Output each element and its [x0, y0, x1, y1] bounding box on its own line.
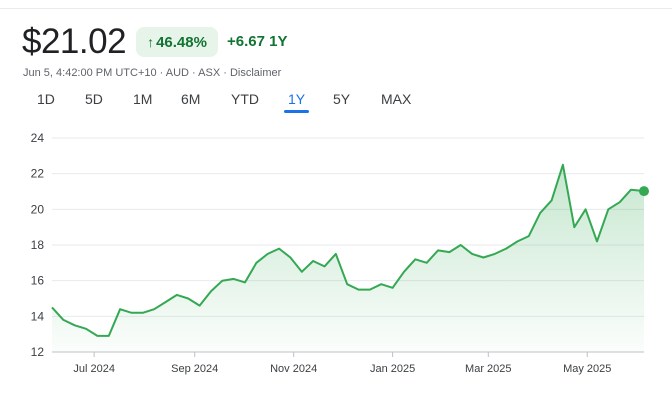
- x-tick-label: Mar 2025: [465, 363, 511, 375]
- change-period: 1Y: [269, 33, 288, 50]
- top-divider: [0, 8, 672, 9]
- y-tick-label: 16: [31, 274, 45, 288]
- price-area-fill: [52, 164, 644, 352]
- range-tab-1d[interactable]: 1D: [37, 91, 55, 107]
- y-tick-label: 24: [31, 131, 45, 145]
- range-selector: 1D 5D 1M 6M YTD 1Y 5Y MAX: [0, 88, 672, 113]
- range-tab-max[interactable]: MAX: [381, 91, 412, 107]
- x-tick-label: Sep 2024: [171, 363, 218, 375]
- range-tab-5y[interactable]: 5Y: [333, 91, 351, 107]
- change-value-summary: +6.67 1Y: [227, 27, 288, 57]
- quote-meta: Jun 5, 4:42:00 PM UTC+10 · AUD · ASX · D…: [23, 67, 282, 79]
- current-price: $21.02: [22, 22, 127, 61]
- y-tick-label: 18: [31, 238, 45, 252]
- y-tick-label: 22: [31, 167, 45, 181]
- change-percent-badge: ↑ 46.48%: [136, 27, 218, 57]
- y-tick-label: 14: [31, 309, 45, 323]
- arrow-up-icon: ↑: [147, 34, 155, 50]
- change-percent: 46.48%: [156, 34, 207, 51]
- range-tab-1y[interactable]: 1Y: [283, 88, 310, 113]
- y-tick-label: 12: [31, 345, 45, 359]
- y-tick-label: 20: [31, 202, 45, 216]
- range-tab-6m[interactable]: 6M: [181, 91, 201, 107]
- range-tab-5d[interactable]: 5D: [85, 91, 103, 107]
- x-tick-label: Nov 2024: [270, 363, 317, 375]
- x-tick-label: May 2025: [563, 363, 611, 375]
- x-tick-label: Jan 2025: [370, 363, 415, 375]
- current-price-dot: [639, 186, 649, 197]
- range-tab-1m[interactable]: 1M: [133, 91, 153, 107]
- x-tick-label: Jul 2024: [73, 363, 115, 375]
- price-line: [51, 163, 645, 337]
- range-tab-ytd[interactable]: YTD: [231, 91, 259, 107]
- change-value: +6.67: [227, 33, 265, 50]
